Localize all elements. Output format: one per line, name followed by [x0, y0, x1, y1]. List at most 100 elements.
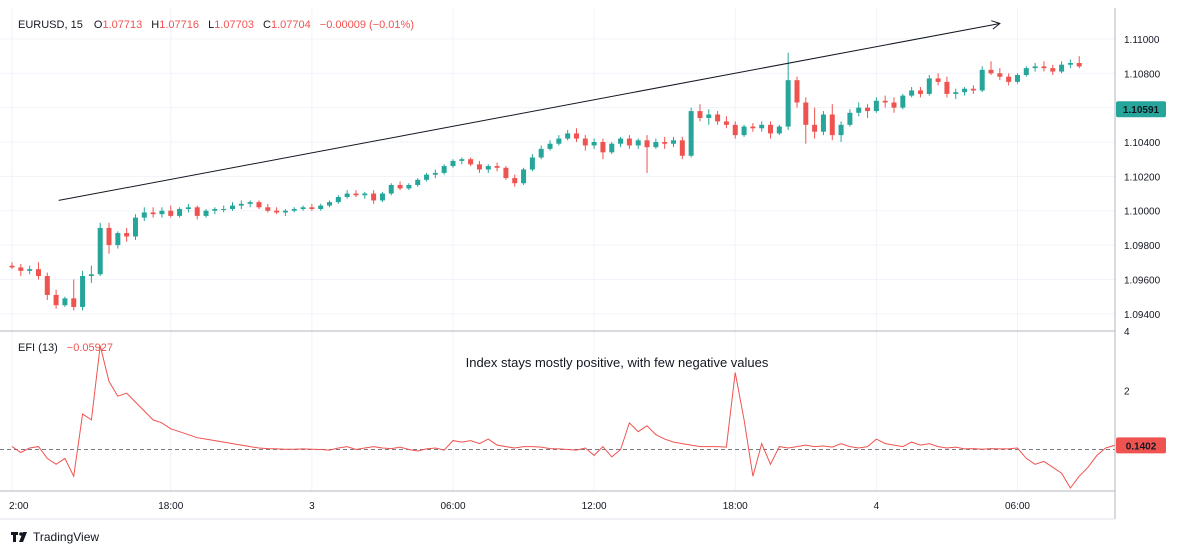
indicator-value: −0.05927 [67, 342, 113, 354]
candle [768, 121, 774, 139]
candle-body [194, 207, 200, 216]
candle-body [512, 178, 518, 184]
candle [132, 214, 138, 240]
trend-line-arrowhead [991, 20, 1001, 30]
candle-body [829, 114, 835, 136]
candle [388, 183, 394, 196]
candle [230, 202, 235, 211]
candle-body [706, 114, 712, 118]
candle-body [432, 172, 438, 175]
candle [115, 231, 121, 249]
candle [582, 135, 588, 151]
close-label: C [263, 19, 271, 31]
candle [318, 203, 324, 211]
candle-body [988, 69, 994, 74]
time-axis[interactable]: 2:00 18:00 3 06:00 12:00 18:00 4 06:00 [9, 501, 1030, 512]
candle [706, 109, 712, 125]
candle-body [141, 212, 147, 218]
candle [785, 52, 791, 130]
candle-body [653, 142, 659, 148]
price-tick-label: 1.09600 [1124, 275, 1161, 286]
candle-body [962, 88, 968, 93]
candle [556, 135, 562, 146]
price-tick-label: 1.11000 [1124, 35, 1160, 46]
indicator-tick-label: 2 [1124, 386, 1130, 397]
indicator-legend[interactable]: EFI (13) −0.05927 [18, 342, 113, 354]
high-label: H [151, 19, 159, 31]
candle [62, 296, 68, 307]
candle-body [803, 102, 809, 125]
candle-body [1006, 76, 1012, 82]
price-tick-label: 1.09400 [1124, 310, 1161, 321]
candle-body [820, 114, 826, 132]
candle [979, 66, 985, 93]
candle [353, 190, 359, 197]
candle-body [124, 233, 130, 237]
candle [776, 124, 782, 136]
candle [415, 178, 421, 187]
candle-body [71, 298, 77, 307]
candle [820, 111, 826, 136]
efi-line [11, 345, 1115, 489]
candle [600, 138, 606, 160]
candle-body [212, 209, 218, 211]
candle [221, 205, 227, 213]
candle [653, 138, 659, 149]
candle [44, 272, 50, 301]
candle-body [1014, 75, 1020, 82]
time-gridlines [11, 8, 1018, 491]
indicator-pane[interactable]: Index stays mostly positive, with few ne… [0, 345, 1115, 489]
candle-body [106, 227, 112, 246]
price-pane[interactable] [0, 8, 1115, 491]
candle [671, 136, 676, 148]
candle-body [318, 205, 324, 210]
candle-body [44, 276, 50, 295]
price-axis[interactable]: 1.110001.108001.106001.104001.102001.100… [1124, 35, 1161, 321]
price-tick-label: 1.09800 [1124, 241, 1161, 252]
candle [141, 207, 147, 222]
high-value: 1.07716 [159, 19, 199, 31]
candle [741, 124, 747, 137]
candle-body [547, 143, 553, 149]
candle-body [9, 265, 15, 268]
candle-body [247, 202, 253, 204]
candle [538, 145, 544, 160]
candle [1050, 64, 1056, 76]
trend-line[interactable] [58, 22, 1000, 201]
candle [1059, 61, 1065, 74]
candle-body [203, 210, 209, 216]
candle [697, 104, 703, 122]
candle [838, 121, 844, 143]
candle [203, 209, 209, 218]
candle [609, 142, 615, 155]
candle [715, 111, 721, 125]
candle [106, 222, 112, 254]
candle-body [503, 167, 509, 179]
indicator-axis[interactable]: 42 [1124, 327, 1130, 397]
candle [759, 121, 765, 132]
candle [997, 68, 1003, 81]
indicator-name: EFI (13) [18, 342, 58, 354]
candle [679, 136, 685, 160]
candle [335, 195, 341, 204]
candle-body [274, 210, 280, 213]
candle-body [688, 111, 694, 156]
candle [812, 107, 818, 139]
candle [485, 164, 491, 173]
candle-body [1067, 62, 1073, 65]
tradingview-logo[interactable]: TradingView [11, 530, 99, 544]
time-tick-label: 06:00 [1005, 501, 1030, 512]
candle-body [759, 124, 765, 129]
symbol-legend[interactable]: EURUSD, 15 O1.07713 H1.07716 L1.07703 C1… [18, 19, 414, 31]
candle [432, 169, 438, 179]
candle [124, 227, 130, 242]
candle [88, 265, 94, 283]
candle [988, 61, 994, 76]
candle [529, 154, 535, 172]
candle-body [256, 202, 262, 208]
candle [397, 181, 403, 191]
candle-body [926, 78, 932, 94]
time-tick-label: 4 [874, 501, 880, 512]
candle-body [344, 193, 350, 197]
candle-body [97, 227, 103, 275]
